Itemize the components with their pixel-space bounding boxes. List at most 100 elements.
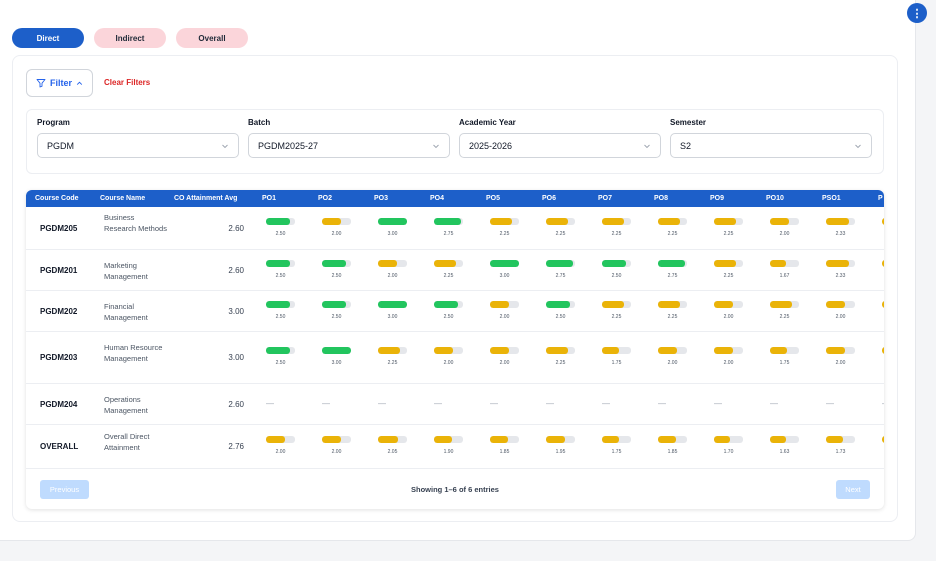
attainment-bar-track bbox=[882, 259, 884, 267]
attainment-bar-track bbox=[714, 300, 743, 308]
course-name: Operations Management bbox=[104, 394, 148, 415]
table-body[interactable]: PGDM205 Business Research Methods 2.60 2.50… bbox=[26, 207, 884, 469]
course-code: PGDM205 bbox=[40, 223, 78, 233]
column-header: PO5 bbox=[486, 195, 501, 202]
previous-button[interactable]: Previous bbox=[40, 480, 89, 499]
attainment-bar-fill bbox=[490, 259, 519, 267]
program-label: Program bbox=[37, 118, 70, 127]
filter-toggle-button[interactable]: Filter bbox=[26, 69, 93, 97]
attainment-bar-fill bbox=[378, 259, 398, 267]
program-select[interactable]: PGDM bbox=[37, 133, 239, 158]
attainment-bar-fill bbox=[322, 300, 347, 308]
attainment-bar-fill bbox=[602, 217, 624, 225]
entries-info: Showing 1–6 of 6 entries bbox=[411, 485, 499, 494]
attainment-bar-track bbox=[602, 436, 631, 443]
attainment-bar-fill bbox=[434, 300, 459, 308]
attainment-value: 1.85 bbox=[499, 449, 510, 455]
attainment-value: 2.50 bbox=[331, 313, 342, 320]
vertical-dots-icon[interactable]: ⋮ bbox=[907, 3, 927, 23]
attainment-cell: 2.25 bbox=[882, 300, 884, 320]
attainment-bar-track bbox=[658, 436, 687, 443]
attainment-cell: 3.00 bbox=[322, 347, 354, 366]
attainment-bar-fill bbox=[826, 300, 846, 308]
attainment-bar-track bbox=[546, 259, 575, 267]
batch-select[interactable]: PGDM2025-27 bbox=[248, 133, 450, 158]
attainment-bar-track bbox=[770, 436, 799, 443]
attainment-bar-track bbox=[826, 300, 855, 308]
attainment-bar-fill bbox=[602, 259, 627, 267]
attainment-value: 2.50 bbox=[275, 230, 286, 237]
attainment-value: 2.00 bbox=[723, 313, 734, 320]
attainment-bar-track bbox=[826, 217, 855, 225]
program-filter: Program PGDM bbox=[37, 118, 239, 158]
attainment-cell: 2.00 bbox=[322, 217, 354, 237]
column-header: PO7 bbox=[598, 195, 613, 202]
attainment-bar-fill bbox=[602, 300, 624, 308]
attainment-cell: 3.00 bbox=[378, 300, 410, 320]
attainment-cell: 2.00 bbox=[322, 436, 354, 455]
attainment-bar-fill bbox=[770, 347, 787, 354]
attainment-bar-fill bbox=[266, 347, 291, 354]
tab-overall[interactable]: Overall bbox=[176, 28, 248, 48]
attainment-value: 1.75 bbox=[611, 360, 622, 366]
academic-year-select[interactable]: 2025-2026 bbox=[459, 133, 661, 158]
co-attainment-avg: 2.60 bbox=[228, 223, 244, 233]
attainment-bar-track bbox=[490, 259, 519, 267]
attainment-value: 2.00 bbox=[275, 449, 286, 455]
attainment-cell: 2.25 bbox=[546, 217, 578, 237]
no-data-dash: — bbox=[434, 398, 442, 408]
attainment-value: 1.90 bbox=[443, 449, 454, 455]
next-button[interactable]: Next bbox=[836, 480, 870, 499]
attainment-cell: 2.75 bbox=[658, 259, 690, 279]
attainment-value: 2.25 bbox=[387, 360, 398, 366]
attainment-bar-track bbox=[266, 259, 295, 267]
attainment-value: 3.00 bbox=[499, 272, 510, 279]
attainment-bar-fill bbox=[266, 259, 291, 267]
co-attainment-avg: 2.76 bbox=[228, 442, 244, 451]
attainment-bar-fill bbox=[882, 217, 884, 225]
attainment-value: 1.75 bbox=[882, 449, 884, 455]
attainment-bar-fill bbox=[770, 436, 786, 443]
no-data-dash: — bbox=[378, 398, 386, 408]
attainment-bar-fill bbox=[882, 347, 884, 354]
tab-direct[interactable]: Direct bbox=[12, 28, 84, 48]
attainment-bar-track bbox=[490, 436, 519, 443]
attainment-value: 2.25 bbox=[555, 360, 566, 366]
attainment-value: 2.50 bbox=[555, 313, 566, 320]
no-data-dash: — bbox=[266, 398, 274, 408]
attainment-bar-fill bbox=[714, 300, 734, 308]
attainment-cell: 2.50 bbox=[546, 300, 578, 320]
tab-indirect[interactable]: Indirect bbox=[94, 28, 166, 48]
attainment-cell: 2.25 bbox=[658, 217, 690, 237]
semester-value: S2 bbox=[680, 140, 692, 151]
semester-select[interactable]: S2 bbox=[670, 133, 872, 158]
column-header: PO10 bbox=[766, 195, 784, 202]
attainment-cell: 1.70 bbox=[714, 436, 746, 455]
course-name: Business Research Methods bbox=[104, 213, 167, 233]
attainment-value: 1.70 bbox=[723, 449, 734, 455]
course-code: PGDM201 bbox=[40, 265, 78, 275]
attainment-bar-fill bbox=[658, 300, 680, 308]
attainment-cell: 2.00 bbox=[770, 217, 802, 237]
batch-filter: Batch PGDM2025-27 bbox=[248, 118, 450, 158]
clear-filters-link[interactable]: Clear Filters bbox=[104, 78, 151, 87]
attainment-cell: 2.00 bbox=[714, 347, 746, 366]
attainment-bar-track bbox=[378, 259, 407, 267]
no-data-dash: — bbox=[714, 398, 722, 408]
table-header: Course Code Course Name CO Attainment Avg P… bbox=[26, 190, 884, 207]
attainment-value: 1.63 bbox=[779, 449, 790, 455]
attainment-bar-fill bbox=[714, 259, 736, 267]
chevron-down-icon bbox=[433, 144, 439, 148]
attainment-cell: 2.00 bbox=[266, 436, 298, 455]
attainment-bar-track bbox=[434, 347, 463, 354]
attainment-bar-fill bbox=[266, 300, 291, 308]
attainment-bar-fill bbox=[826, 347, 846, 354]
column-header: P bbox=[878, 195, 883, 202]
attainment-value: 2.25 bbox=[611, 230, 622, 237]
attainment-value: 1.85 bbox=[667, 449, 678, 455]
attainment-bar-track bbox=[322, 259, 351, 267]
attainment-bar-fill bbox=[322, 347, 351, 354]
attainment-bar-fill bbox=[378, 436, 398, 443]
attainment-bar-track bbox=[658, 300, 687, 308]
attainment-value: 2.25 bbox=[499, 230, 510, 237]
